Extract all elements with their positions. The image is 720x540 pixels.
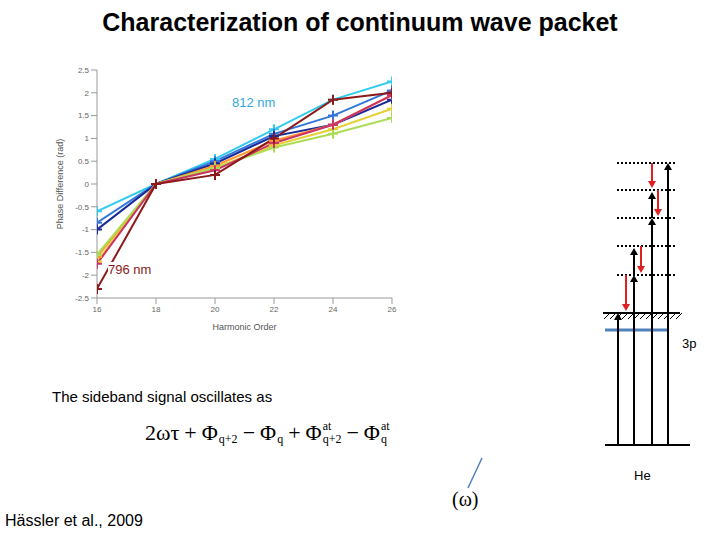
html-text:3p: 3p bbox=[682, 336, 697, 351]
svg-text:1: 1 bbox=[85, 134, 90, 143]
html-text:He: He bbox=[634, 468, 651, 483]
svg-text:2.5: 2.5 bbox=[78, 66, 90, 75]
svg-text:26: 26 bbox=[388, 305, 397, 314]
svg-text:Harmonic Order: Harmonic Order bbox=[212, 322, 276, 330]
html-text:812 nm: 812 nm bbox=[232, 95, 276, 110]
html-text:The sideband signal oscillates: The sideband signal oscillates as bbox=[52, 388, 273, 405]
svg-text:24: 24 bbox=[329, 305, 338, 314]
svg-text:-1: -1 bbox=[82, 225, 90, 234]
svg-text:0: 0 bbox=[85, 180, 90, 189]
svg-text:18: 18 bbox=[152, 305, 161, 314]
html-text:2ωτ + Φq+2 − Φq + Φat: 2ωτ + Φq+2 − Φq + Φat bbox=[145, 419, 332, 446]
svg-text:-2: -2 bbox=[82, 271, 90, 280]
svg-text:1.5: 1.5 bbox=[78, 111, 90, 120]
html-text:q: q bbox=[381, 432, 387, 446]
svg-text:16: 16 bbox=[93, 305, 102, 314]
svg-text:-2.5: -2.5 bbox=[75, 294, 89, 303]
svg-text:2: 2 bbox=[85, 89, 90, 98]
svg-text:22: 22 bbox=[270, 305, 279, 314]
html-text:Hässler et al., 2009: Hässler et al., 2009 bbox=[5, 512, 143, 529]
html-text:q+2 − Φat: q+2 − Φat bbox=[322, 419, 390, 446]
svg-text:-0.5: -0.5 bbox=[75, 203, 89, 212]
html-text:(ω): (ω) bbox=[452, 488, 479, 510]
html-text:796 nm: 796 nm bbox=[108, 262, 152, 277]
svg-text:Phase Difference (rad): Phase Difference (rad) bbox=[55, 139, 65, 229]
svg-text:0.5: 0.5 bbox=[78, 157, 90, 166]
svg-text:-1.5: -1.5 bbox=[75, 248, 89, 257]
svg-text:20: 20 bbox=[211, 305, 220, 314]
html-text:Characterization of continuum: Characterization of continuum wave packe… bbox=[102, 8, 618, 36]
